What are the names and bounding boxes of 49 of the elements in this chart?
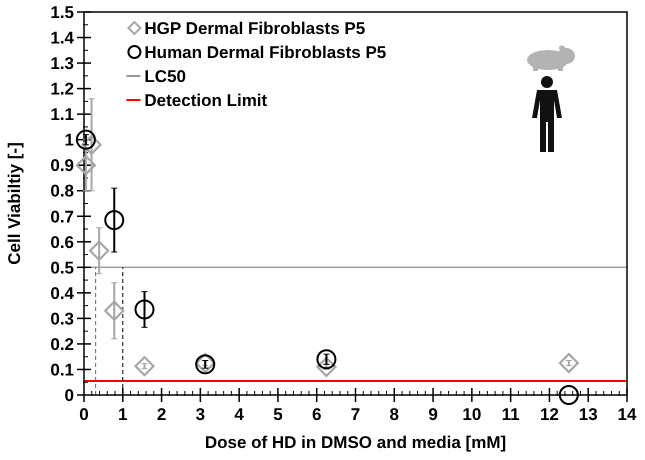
y-tick-label: 0.2: [50, 334, 74, 354]
y-axis-title: Cell Viabiltiy [-]: [5, 142, 24, 265]
point: [76, 130, 96, 150]
x-tick-label: 12: [540, 405, 559, 424]
point: [89, 240, 110, 261]
point: [104, 210, 124, 230]
point: [134, 356, 155, 376]
y-tick-label: 1.3: [50, 54, 74, 74]
legend-label: Human Dermal Fibroblasts P5: [144, 43, 386, 62]
x-tick-label: 0: [79, 405, 89, 424]
x-tick-label: 7: [350, 405, 360, 424]
x-tick-label: 10: [462, 405, 482, 424]
x-tick-label: 9: [428, 405, 438, 424]
y-tick-label: 1.2: [50, 80, 74, 99]
y-tick-label: 0.9: [50, 156, 74, 176]
y-tick-label: 0.4: [50, 284, 75, 303]
x-tick-label: 13: [578, 405, 598, 424]
point: [558, 385, 579, 405]
y-tick-label: 0.7: [50, 207, 74, 226]
y-tick-label: 1.4: [50, 28, 75, 48]
legend-label: LC50: [144, 67, 186, 86]
point: [76, 155, 96, 176]
point: [316, 349, 336, 370]
x-tick-label: 8: [390, 405, 400, 424]
y-tick-label: 1: [64, 130, 74, 150]
x-tick-label: 11: [502, 405, 520, 424]
y-tick-label: 0.3: [50, 309, 74, 328]
y-tick-label: 0.6: [50, 232, 74, 252]
point: [81, 134, 102, 155]
y-tick-label: 0.1: [50, 360, 74, 380]
x-tick-label: 5: [273, 405, 283, 424]
point: [558, 352, 579, 374]
legend-label: HGP Dermal Fibroblasts P5: [144, 19, 366, 38]
x-tick-label: 3: [196, 405, 206, 424]
y-tick-label: 1.5: [50, 3, 74, 22]
x-tick-label: 2: [156, 405, 166, 424]
x-tick-label: 4: [234, 405, 244, 424]
legend-label: Detection Limit: [144, 91, 268, 110]
x-axis-title: Dose of HD in DMSO and media [mM]: [204, 433, 506, 452]
x-tick-label: 6: [312, 405, 322, 424]
y-tick-label: 0.8: [50, 182, 74, 201]
point: [104, 300, 124, 321]
y-tick-label: 0: [64, 386, 74, 405]
point: [316, 356, 337, 378]
y-tick-label: 1.1: [50, 105, 74, 124]
x-tick-label: 14: [618, 405, 637, 424]
x-tick-label: 1: [118, 405, 128, 424]
point: [134, 299, 155, 320]
y-tick-label: 0.5: [50, 258, 74, 278]
